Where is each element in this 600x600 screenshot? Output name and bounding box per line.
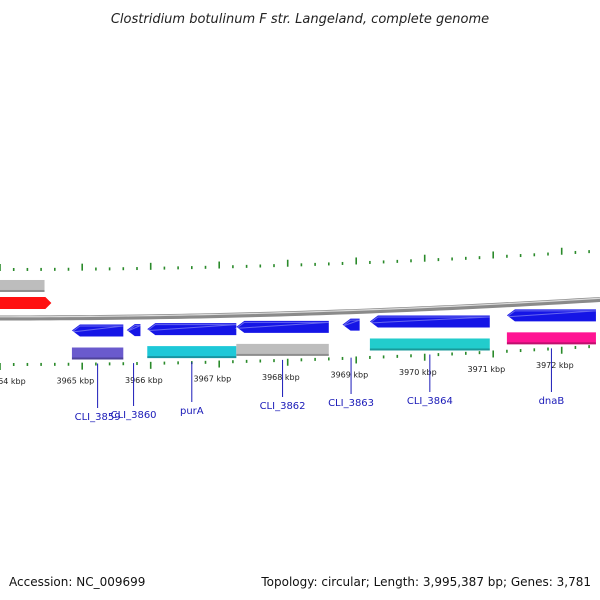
genome-backbone <box>0 296 600 321</box>
axis-label-3966: 3966 kbp <box>125 376 163 385</box>
gene-dnaB[interactable] <box>506 309 596 322</box>
gene-CLI_3862[interactable] <box>236 320 329 333</box>
gene-CLI_3863[interactable] <box>342 318 360 331</box>
gene-CLI_3862-shine <box>234 321 329 329</box>
annotation-bar-shadow-6 <box>506 342 596 345</box>
annotation-bar-6[interactable] <box>506 332 596 345</box>
axis-label-3969: 3969 kbp <box>330 371 368 380</box>
axis-label-3970: 3970 kbp <box>399 368 437 377</box>
annotation-bar-shadow-4 <box>236 353 329 356</box>
gene-CLI_3860-shine <box>126 325 141 333</box>
gene-label-dnaB[interactable]: dnaB <box>539 396 565 407</box>
annotation-bar-0[interactable] <box>0 279 45 292</box>
gene-label-CLI_3860[interactable]: CLI_3860 <box>111 410 157 421</box>
feature-layer <box>0 279 596 360</box>
gene-dnaB-shine <box>505 310 596 318</box>
accession-text: Accession: NC_009699 <box>9 575 145 589</box>
annotation-bar-shadow-3 <box>147 356 237 359</box>
annotation-bar-3[interactable] <box>147 346 237 359</box>
gene-CLI_3859[interactable] <box>71 324 124 337</box>
axis-labels: 3964 kbp 3965 kbp 3966 kbp 3967 kbp 3968 kbp… <box>0 361 574 386</box>
gene-CLI_3864[interactable] <box>369 315 490 328</box>
annotation-arrow-1[interactable] <box>0 296 52 309</box>
backbone-highlight <box>0 297 600 318</box>
map-title: Clostridium botulinum F str. Langeland, … <box>111 12 489 27</box>
inner-tick-marks <box>0 345 590 370</box>
axis-label-3965: 3965 kbp <box>56 377 94 386</box>
annotation-bar-shadow-0 <box>0 289 45 292</box>
annotation-bar-shadow-2 <box>71 357 124 360</box>
annotation-bar-shadow-5 <box>369 348 490 351</box>
axis-label-3967: 3967 kbp <box>193 375 231 384</box>
gene-label-CLI_3859[interactable]: CLI_3859 <box>75 412 121 423</box>
annotation-bar-2[interactable] <box>71 347 124 360</box>
axis-label-3972: 3972 kbp <box>536 361 574 370</box>
gene-label-CLI_3864[interactable]: CLI_3864 <box>407 396 453 407</box>
axis-label-3968: 3968 kbp <box>262 373 300 382</box>
gene-CLI_3864-shine <box>368 316 490 324</box>
gene-label-CLI_3863[interactable]: CLI_3863 <box>328 398 374 409</box>
annotation-bar-4[interactable] <box>236 343 329 356</box>
backbone-line <box>0 296 600 321</box>
gene-CLI_3863-shine <box>342 319 360 327</box>
annotation-bar-5[interactable] <box>369 338 490 351</box>
outer-tick-marks <box>0 247 590 271</box>
gene-CLI_3860[interactable] <box>126 324 141 337</box>
axis-label-3971: 3971 kbp <box>467 365 505 374</box>
gene-purA[interactable] <box>147 323 237 336</box>
gene-label-CLI_3862[interactable]: CLI_3862 <box>260 401 306 412</box>
gene-purA-shine <box>145 324 237 332</box>
gene-CLI_3859-shine <box>70 325 124 333</box>
gene-label-purA[interactable]: purA <box>180 406 204 417</box>
genome-summary-text: Topology: circular; Length: 3,995,387 bp… <box>260 575 591 589</box>
axis-label-3964: 3964 kbp <box>0 377 26 386</box>
